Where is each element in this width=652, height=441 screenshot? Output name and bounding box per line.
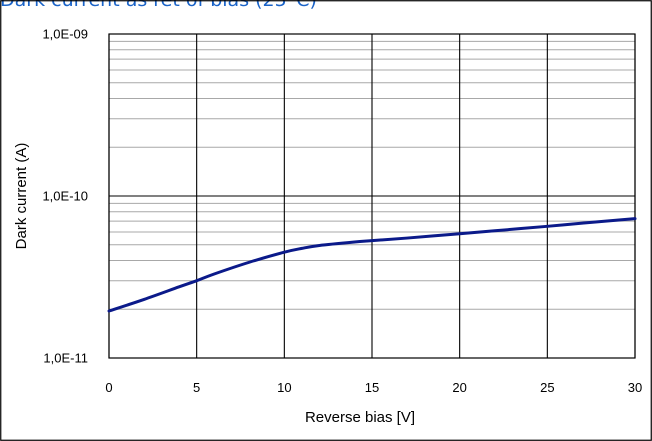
x-tick-label: 0	[105, 380, 112, 395]
x-tick-label: 25	[540, 380, 554, 395]
y-tick-label: 1,0E-11	[43, 351, 88, 366]
x-tick-label: 20	[452, 380, 466, 395]
x-tick-labels: 0 5 10 15 20 25 30	[105, 380, 642, 395]
series-line-0	[107, 217, 637, 313]
x-tick-label: 5	[193, 380, 200, 395]
y-tick-label: 1,0E-09	[42, 27, 88, 42]
x-tick-label: 15	[365, 380, 379, 395]
x-axis-label: Reverse bias [V]	[305, 409, 415, 426]
chart-title: Dark current as ret of bias (25°C)	[0, 0, 317, 11]
grid	[108, 33, 636, 359]
series-lines	[107, 217, 637, 313]
x-tick-label: 10	[277, 380, 291, 395]
x-tick-label: 30	[628, 380, 642, 395]
y-tick-labels: 1,0E-11 1,0E-10 1,0E-09	[42, 27, 88, 366]
plot-area	[108, 33, 636, 359]
y-tick-label: 1,0E-10	[42, 189, 88, 204]
y-axis-label: Dark current (A)	[13, 143, 30, 250]
